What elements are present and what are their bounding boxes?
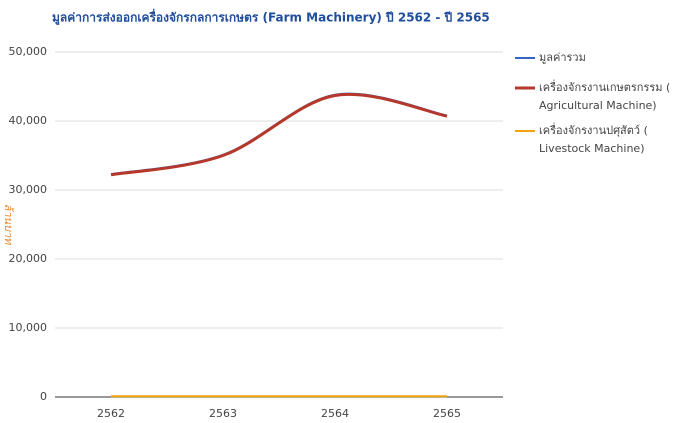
chart-title: มูลค่าการส่งออกเครื่องจักรกลการเกษตร (Fa…	[52, 9, 490, 26]
y-axis-label: ล้านบาท	[2, 204, 15, 246]
y-tick-label: 50,000	[9, 45, 48, 58]
y-tick-label: 40,000	[9, 114, 48, 127]
y-tick-label: 30,000	[9, 183, 48, 196]
series-line	[110, 92, 448, 176]
x-tick-label: 2563	[209, 407, 237, 420]
x-tick-label: 2564	[321, 407, 349, 420]
y-tick-label: 0	[40, 390, 47, 403]
x-tick-label: 2565	[433, 407, 461, 420]
legend-label: มูลค่ารวม	[539, 51, 586, 64]
y-tick-label: 20,000	[9, 252, 48, 265]
legend-label: เครื่องจักรงานเกษตรกรรม (Agricultural Ma…	[539, 79, 670, 112]
plot: 0 10,000 20,000 30,000 40,000 50,000 2562 2563 2…	[9, 45, 503, 420]
legend-label: เครื่องจักรงานปศุสัตว์ (Livestock Machin…	[539, 122, 648, 155]
y-tick-label: 10,000	[9, 321, 48, 334]
series-line	[110, 92, 448, 177]
x-tick-label: 2562	[97, 407, 125, 420]
